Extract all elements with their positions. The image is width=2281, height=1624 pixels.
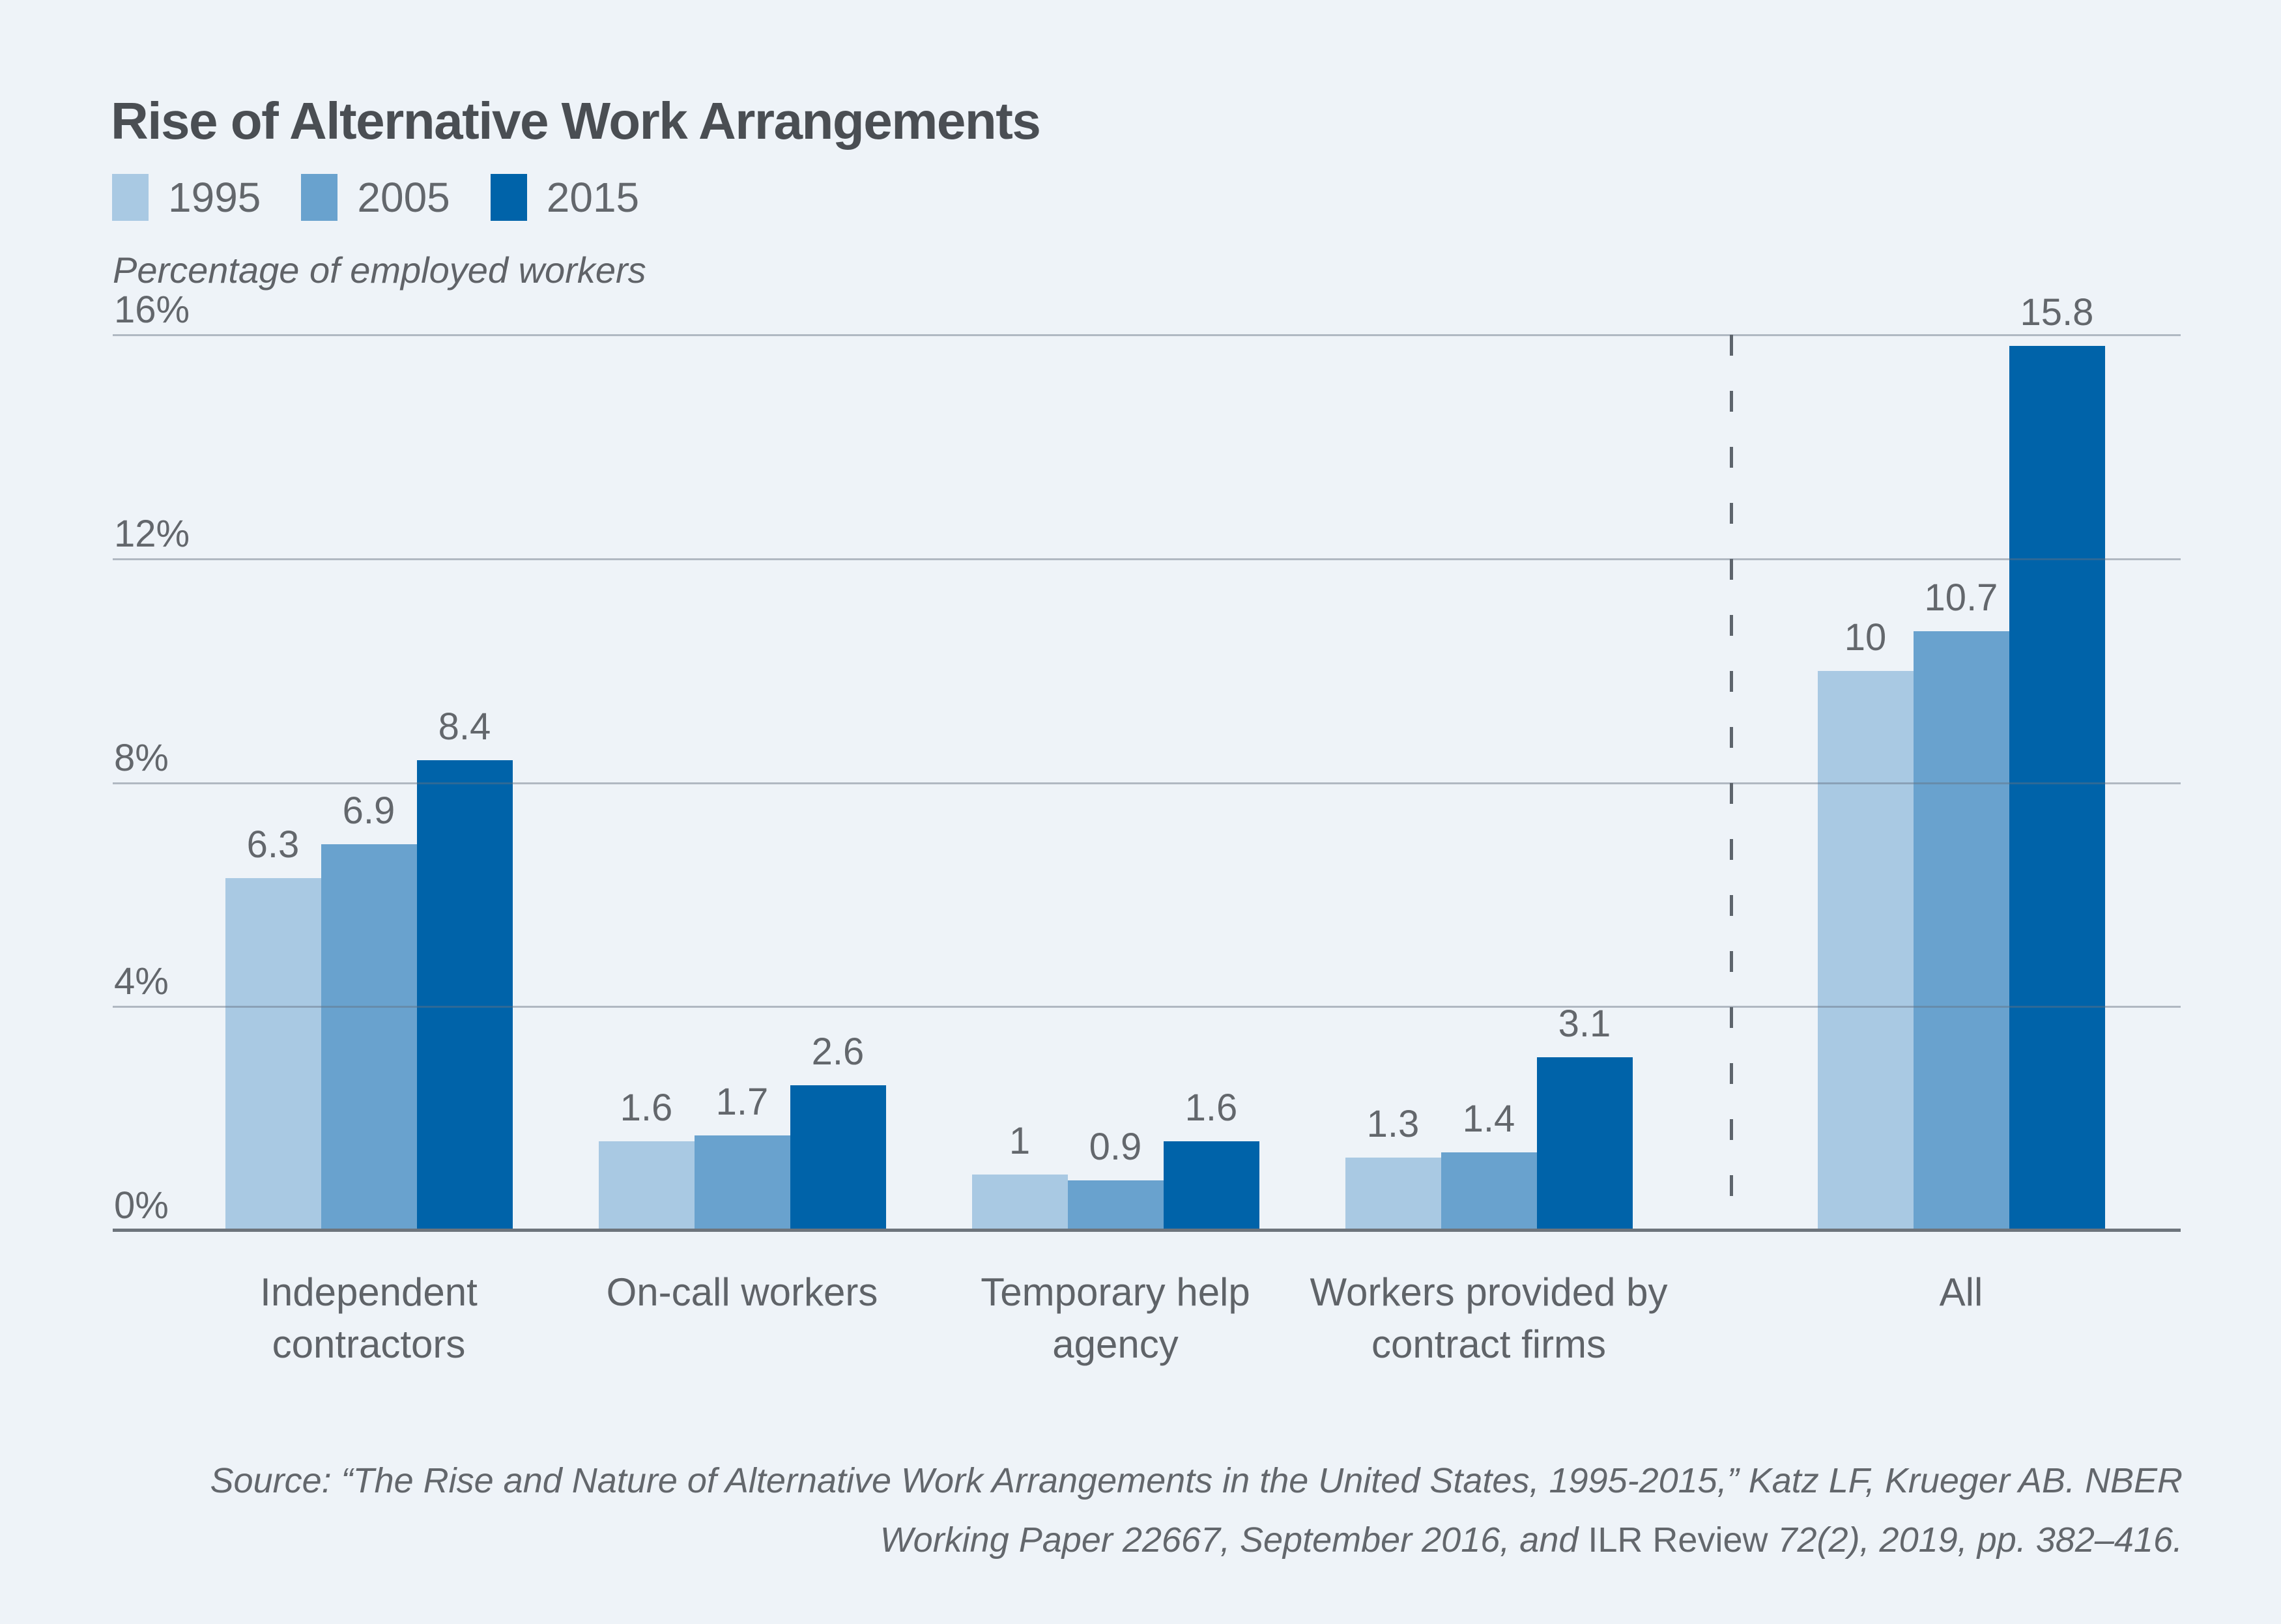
value-label-2005-category-2: 0.9 <box>1089 1125 1142 1168</box>
legend-swatch-1995 <box>112 174 149 221</box>
value-label-1995-category-1: 1.6 <box>620 1086 673 1129</box>
value-label-1995-category-4: 10 <box>1844 616 1887 659</box>
category-label-line: contract firms <box>1371 1322 1607 1366</box>
category-label-2: Temporary help agency <box>981 1266 1250 1371</box>
bar-2015-category-0 <box>416 760 513 1231</box>
value-label-1995-category-0: 6.3 <box>246 823 300 866</box>
category-label-line: Workers provided by <box>1310 1270 1668 1314</box>
source-line-1: Source: “The Rise and Nature of Alternat… <box>210 1461 2183 1500</box>
y-tick-label-8%: 8% <box>114 736 169 779</box>
legend: 1995 2005 2015 <box>112 173 639 221</box>
source-citation: Source: “The Rise and Nature of Alternat… <box>163 1451 2183 1570</box>
value-label-2015-category-1: 2.6 <box>811 1030 865 1073</box>
legend-swatch-2005 <box>301 174 338 221</box>
y-tick-label-4%: 4% <box>114 960 169 1003</box>
plot-area: 16% 12% 8% 4% 0% 6.3 6.9 8.4 1.6 1.7 2.6 1 0.9 1.6 1.3… <box>113 289 2181 1232</box>
y-tick-label-16%: 16% <box>114 289 190 331</box>
category-label-line: contractors <box>272 1322 466 1366</box>
bar-1995-category-3 <box>1345 1158 1441 1231</box>
value-label-2005-category-0: 6.9 <box>342 790 395 833</box>
value-label-2015-category-4: 15.8 <box>2020 291 2094 334</box>
value-label-2005-category-3: 1.4 <box>1462 1097 1515 1140</box>
category-label-line: Independent <box>260 1270 478 1314</box>
category-label-line: Temporary help <box>981 1270 1250 1314</box>
journal-name: ILR Review <box>1588 1520 1768 1560</box>
value-label-2015-category-2: 1.6 <box>1184 1086 1238 1129</box>
divider-dashed-line <box>1730 335 1733 1231</box>
legend-item-2005: 2005 <box>301 173 450 221</box>
legend-label: 2015 <box>546 174 640 221</box>
category-label-4: All <box>1940 1266 1983 1318</box>
value-label-1995-category-3: 1.3 <box>1366 1103 1420 1146</box>
legend-label: 1995 <box>168 174 261 221</box>
category-label-1: On-call workers <box>607 1266 878 1318</box>
source-line-2: Working Paper 22667, September 2016, and… <box>880 1520 2183 1560</box>
bar-2015-category-3 <box>1536 1057 1633 1231</box>
gridline-8% <box>113 782 2181 784</box>
x-axis-line <box>113 1229 2181 1232</box>
legend-item-2015: 2015 <box>490 173 640 221</box>
legend-item-1995: 1995 <box>112 173 261 221</box>
bar-2005-category-4 <box>1913 631 2009 1231</box>
gridline-16% <box>113 334 2181 336</box>
bar-2015-category-2 <box>1163 1141 1259 1231</box>
value-label-2005-category-4: 10.7 <box>1924 577 1998 620</box>
bar-1995-category-4 <box>1817 670 1914 1231</box>
bar-1995-category-0 <box>225 877 321 1231</box>
value-label-2005-category-1: 1.7 <box>715 1080 769 1123</box>
category-label-0: Independent contractors <box>260 1266 478 1371</box>
category-label-line: agency <box>1052 1322 1179 1366</box>
bar-2015-category-4 <box>2009 346 2105 1231</box>
gridline-4% <box>113 1006 2181 1008</box>
category-label-line: On-call workers <box>606 1270 878 1314</box>
legend-swatch-2015 <box>490 174 527 221</box>
bar-2005-category-0 <box>321 844 417 1231</box>
bar-2005-category-2 <box>1067 1180 1164 1231</box>
y-tick-label-0%: 0% <box>114 1184 169 1227</box>
y-axis-unit-note: Percentage of employed workers <box>113 249 646 291</box>
legend-label: 2005 <box>357 174 450 221</box>
bar-1995-category-1 <box>598 1141 695 1231</box>
bar-1995-category-2 <box>971 1175 1068 1231</box>
bar-2005-category-1 <box>694 1135 790 1231</box>
bar-2015-category-1 <box>790 1085 886 1231</box>
value-label-2015-category-3: 3.1 <box>1558 1002 1611 1045</box>
value-label-2015-category-0: 8.4 <box>438 705 491 748</box>
category-label-3: Workers provided by contract firms <box>1310 1266 1667 1371</box>
value-label-1995-category-2: 1 <box>1009 1120 1031 1163</box>
gridline-12% <box>113 558 2181 560</box>
chart-title: Rise of Alternative Work Arrangements <box>111 92 1041 150</box>
category-label-line: All <box>1939 1270 1983 1314</box>
y-tick-label-12%: 12% <box>114 512 190 555</box>
bar-2005-category-3 <box>1441 1152 1537 1231</box>
